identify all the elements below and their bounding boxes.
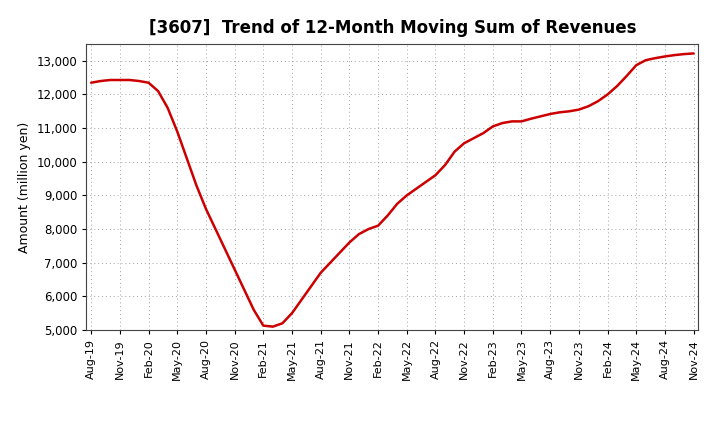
Title: [3607]  Trend of 12-Month Moving Sum of Revenues: [3607] Trend of 12-Month Moving Sum of R… [148,19,636,37]
Y-axis label: Amount (million yen): Amount (million yen) [18,121,31,253]
